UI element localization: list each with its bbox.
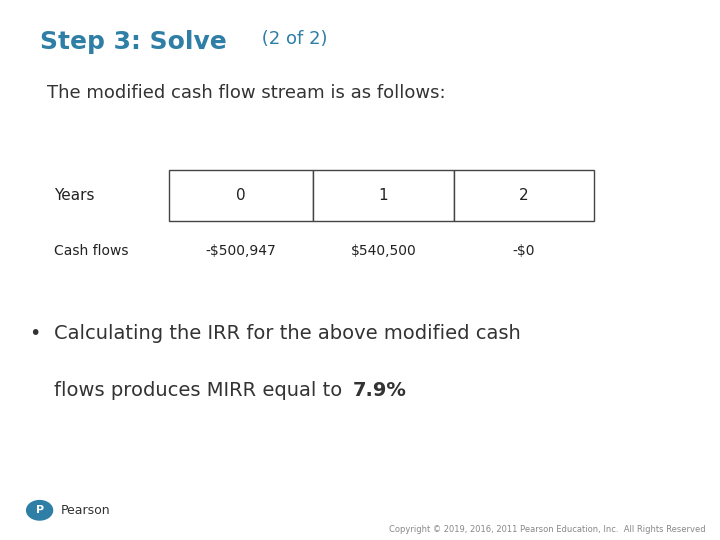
Text: Step 3: Solve: Step 3: Solve [40,30,226,53]
Bar [454,170,594,221]
Text: 0: 0 [236,188,246,203]
Text: -$500,947: -$500,947 [206,244,276,258]
Text: Pearson: Pearson [61,504,111,517]
Text: Cash flows: Cash flows [54,244,128,258]
Text: flows produces MIRR equal to: flows produces MIRR equal to [54,381,348,400]
Text: $540,500: $540,500 [351,244,416,258]
Text: •: • [29,324,40,343]
Text: (2 of 2): (2 of 2) [256,30,327,48]
Text: -$0: -$0 [513,244,535,258]
Text: 7.9%: 7.9% [353,381,407,400]
Text: The modified cash flow stream is as follows:: The modified cash flow stream is as foll… [47,84,446,102]
Bar [313,170,454,221]
Bar [169,170,313,221]
Text: 1: 1 [379,188,388,203]
Text: 2: 2 [519,188,528,203]
Text: P: P [35,505,44,515]
Text: Copyright © 2019, 2016, 2011 Pearson Education, Inc.  All Rights Reserved: Copyright © 2019, 2016, 2011 Pearson Edu… [389,524,706,534]
Text: Calculating the IRR for the above modified cash: Calculating the IRR for the above modifi… [54,324,521,343]
Circle shape [27,501,53,520]
Text: Years: Years [54,188,94,203]
